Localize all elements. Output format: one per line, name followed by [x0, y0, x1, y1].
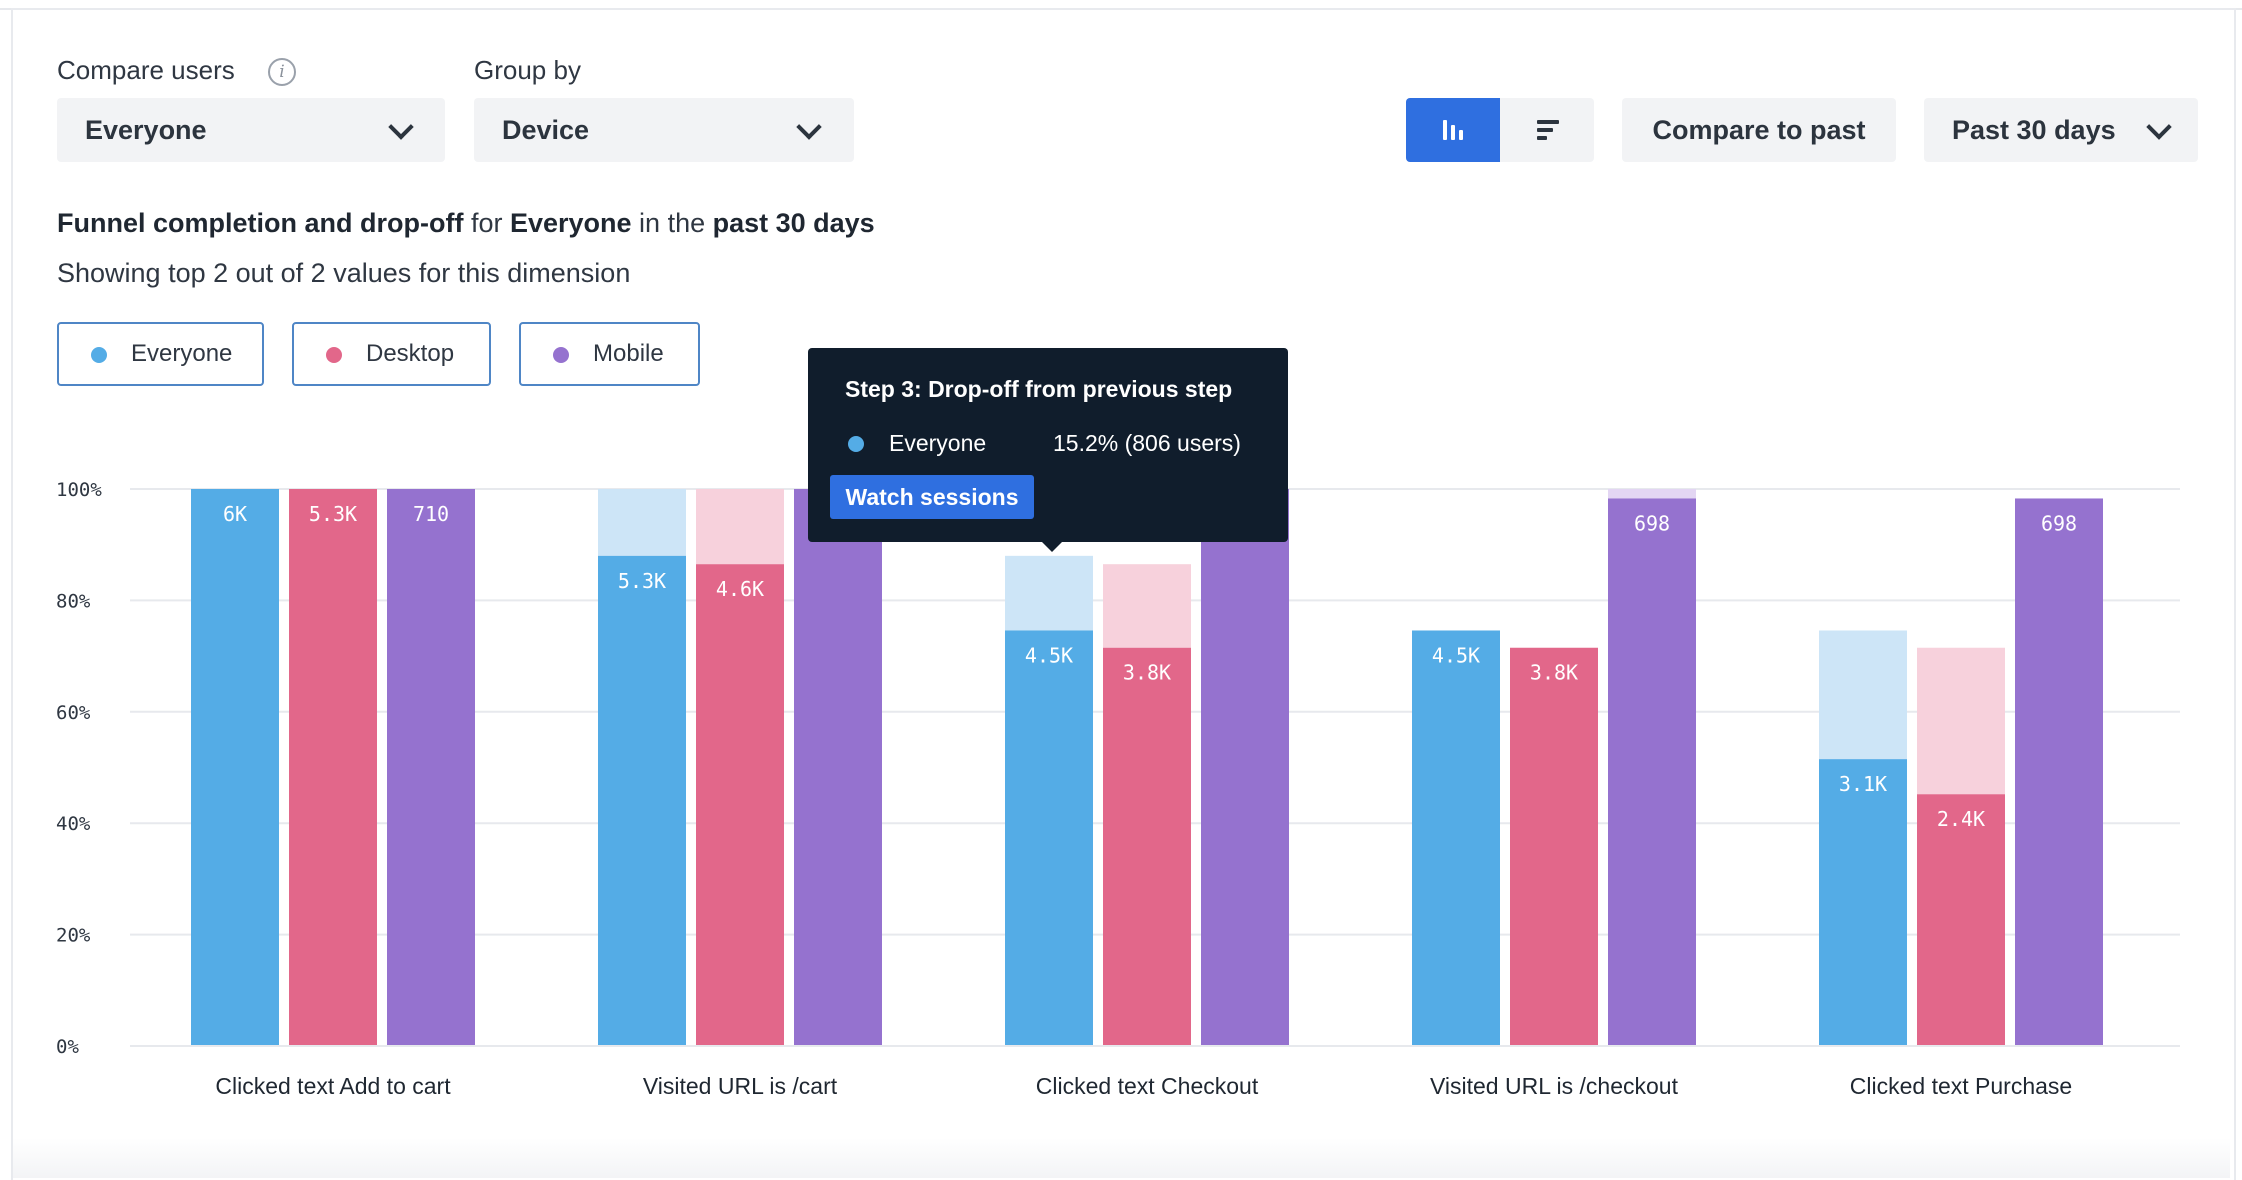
legend-dot	[326, 347, 342, 363]
tooltip: Step 3: Drop-off from previous step Ever…	[808, 348, 1288, 552]
view-bar-chart-button[interactable]	[1406, 98, 1500, 162]
summary-range: past 30 days	[712, 208, 875, 238]
bar-value-label: 698	[2041, 511, 2077, 535]
legend-label: Desktop	[366, 340, 455, 367]
bar-value-label: 4.6K	[716, 577, 764, 601]
summary-text: for	[463, 208, 510, 238]
bar-value-label: 3.8K	[1530, 661, 1578, 685]
funnel-summary: Funnel completion and drop-off for Every…	[57, 208, 875, 239]
y-tick-label: 100%	[56, 479, 102, 501]
bar-dropoff	[1917, 647, 2005, 795]
legend-item-mobile[interactable]: Mobile	[519, 322, 700, 386]
bar-dropoff	[1608, 489, 1696, 499]
bar-value-label: 5.3K	[309, 502, 357, 526]
legend-label: Everyone	[131, 340, 233, 367]
tooltip-series-dot	[848, 436, 864, 452]
bar	[794, 489, 882, 1046]
tooltip-arrow	[1042, 542, 1062, 552]
group-by-select[interactable]: Device	[474, 98, 854, 162]
panel-bottom-fade	[13, 1138, 2230, 1178]
bar	[696, 564, 784, 1046]
bar-dropoff	[1005, 555, 1093, 631]
y-tick-label: 40%	[56, 813, 91, 835]
bar-dropoff	[696, 489, 784, 565]
bar	[1103, 647, 1191, 1046]
legend-label: Mobile	[593, 340, 664, 367]
bar-dropoff	[1103, 564, 1191, 648]
compare-users-value: Everyone	[85, 115, 207, 145]
compare-users-select[interactable]: Everyone	[57, 98, 445, 162]
bar	[387, 489, 475, 1046]
bar	[1510, 647, 1598, 1046]
bar	[2015, 498, 2103, 1046]
bar-value-label: 3.1K	[1839, 772, 1887, 796]
legend-dot	[91, 347, 107, 363]
group-by-value: Device	[502, 115, 590, 145]
info-icon[interactable]: i	[268, 58, 296, 86]
summary-metric: Funnel completion and drop-off	[57, 208, 464, 238]
y-tick-label: 60%	[56, 702, 91, 724]
bar	[1201, 489, 1289, 1046]
legend-item-everyone[interactable]: Everyone	[57, 322, 264, 386]
tooltip-series-name: Everyone	[889, 430, 987, 456]
summary-cohort: Everyone	[509, 208, 632, 238]
legend-item-desktop[interactable]: Desktop	[292, 322, 491, 386]
bar-chart-icon	[1443, 120, 1463, 140]
bar	[1608, 498, 1696, 1046]
bar-value-label: 4.5K	[1025, 643, 1073, 667]
tooltip-title: Step 3: Drop-off from previous step	[845, 376, 1233, 402]
x-category-label: Visited URL is /checkout	[1430, 1073, 1679, 1099]
compare-to-past-button[interactable]: Compare to past	[1622, 98, 1896, 162]
view-list-button[interactable]	[1500, 98, 1594, 162]
watch-sessions-button[interactable]: Watch sessions	[830, 475, 1034, 519]
date-range-value: Past 30 days	[1952, 115, 2116, 145]
bar-value-label: 710	[413, 502, 449, 526]
bar-value-label: 4.5K	[1432, 643, 1480, 667]
legend-dot	[553, 347, 569, 363]
bar	[1917, 794, 2005, 1046]
bar	[1412, 630, 1500, 1046]
bar	[598, 555, 686, 1046]
bar	[191, 489, 279, 1046]
bar-value-label: 5.3K	[618, 569, 666, 593]
bar-value-label: 2.4K	[1937, 807, 1985, 831]
sort-list-icon	[1537, 120, 1559, 140]
tooltip-value: 15.2% (806 users)	[1053, 430, 1241, 456]
bar-value-label: 3.8K	[1123, 661, 1171, 685]
bar	[1005, 630, 1093, 1046]
x-category-label: Clicked text Purchase	[1850, 1073, 2072, 1099]
bar-dropoff	[598, 489, 686, 556]
group-by-label: Group by	[474, 55, 581, 85]
summary-text: in the	[631, 208, 713, 238]
bar-value-label: 698	[1634, 511, 1670, 535]
x-category-label: Visited URL is /cart	[643, 1073, 838, 1099]
bar	[289, 489, 377, 1046]
y-tick-label: 80%	[56, 590, 91, 612]
y-tick-label: 0%	[56, 1036, 79, 1058]
bar-dropoff	[1819, 630, 1907, 760]
dimension-summary: Showing top 2 out of 2 values for this d…	[57, 258, 631, 288]
x-category-label: Clicked text Add to cart	[215, 1073, 451, 1099]
compare-users-label: Compare users	[57, 55, 235, 85]
bar	[1819, 759, 1907, 1046]
date-range-select[interactable]: Past 30 days	[1924, 98, 2198, 162]
y-tick-label: 20%	[56, 925, 91, 947]
x-category-label: Clicked text Checkout	[1036, 1073, 1259, 1099]
bar-value-label: 6K	[223, 502, 247, 526]
